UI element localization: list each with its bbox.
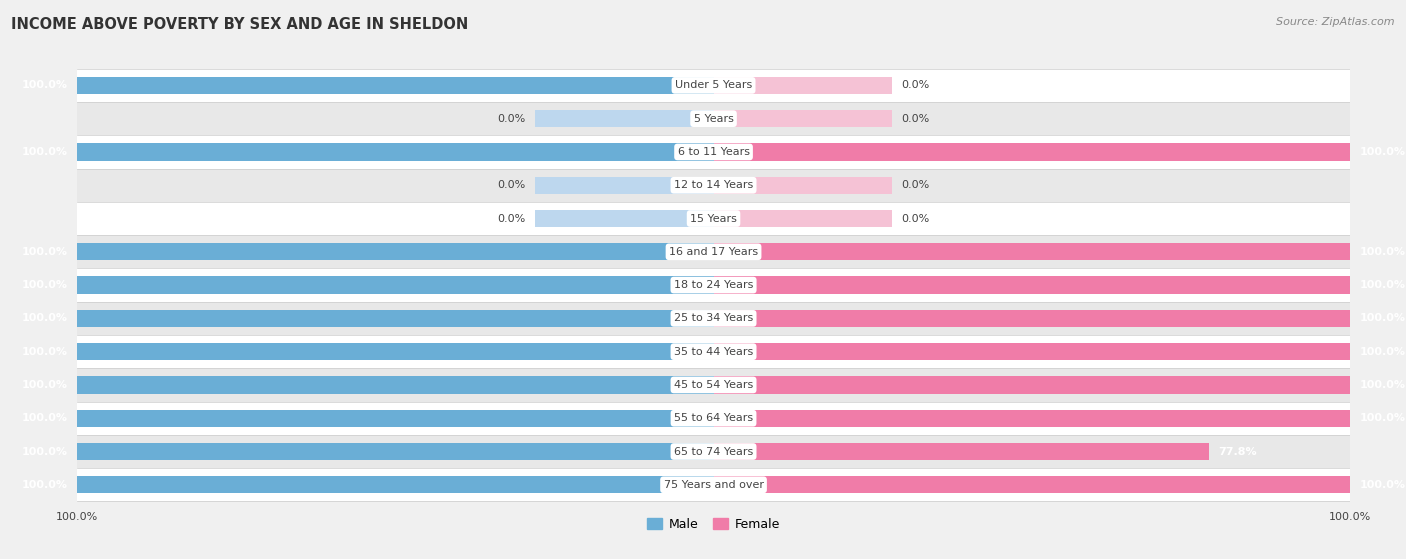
- Text: 45 to 54 Years: 45 to 54 Years: [673, 380, 754, 390]
- Text: 100.0%: 100.0%: [1360, 413, 1406, 423]
- Text: 15 Years: 15 Years: [690, 214, 737, 224]
- Text: 100.0%: 100.0%: [21, 280, 67, 290]
- Text: 100.0%: 100.0%: [1360, 480, 1406, 490]
- Bar: [536, 110, 714, 127]
- Bar: [714, 310, 1350, 327]
- Text: 5 Years: 5 Years: [693, 113, 734, 124]
- Bar: [77, 135, 1350, 169]
- Text: 0.0%: 0.0%: [498, 180, 526, 190]
- Bar: [77, 202, 1350, 235]
- Text: 100.0%: 100.0%: [1360, 380, 1406, 390]
- Text: 35 to 44 Years: 35 to 44 Years: [673, 347, 754, 357]
- Bar: [714, 410, 1350, 427]
- Bar: [77, 368, 1350, 401]
- Bar: [714, 177, 891, 194]
- Text: 100.0%: 100.0%: [21, 80, 67, 91]
- Text: 65 to 74 Years: 65 to 74 Years: [673, 447, 754, 457]
- Text: INCOME ABOVE POVERTY BY SEX AND AGE IN SHELDON: INCOME ABOVE POVERTY BY SEX AND AGE IN S…: [11, 17, 468, 32]
- Legend: Male, Female: Male, Female: [643, 513, 785, 536]
- Text: 6 to 11 Years: 6 to 11 Years: [678, 147, 749, 157]
- Bar: [536, 210, 714, 227]
- Text: 100.0%: 100.0%: [21, 347, 67, 357]
- Text: Source: ZipAtlas.com: Source: ZipAtlas.com: [1277, 17, 1395, 27]
- Text: 100.0%: 100.0%: [21, 480, 67, 490]
- Text: 0.0%: 0.0%: [901, 180, 929, 190]
- Bar: [714, 443, 1209, 460]
- Text: 100.0%: 100.0%: [21, 413, 67, 423]
- Text: 100.0%: 100.0%: [1360, 347, 1406, 357]
- Bar: [714, 277, 1350, 293]
- Bar: [77, 143, 714, 160]
- Bar: [714, 476, 1350, 494]
- Bar: [77, 376, 714, 394]
- Text: 0.0%: 0.0%: [901, 80, 929, 91]
- Bar: [77, 343, 714, 361]
- Text: 77.8%: 77.8%: [1218, 447, 1257, 457]
- Bar: [714, 376, 1350, 394]
- Text: 12 to 14 Years: 12 to 14 Years: [673, 180, 754, 190]
- Text: 0.0%: 0.0%: [901, 113, 929, 124]
- Text: 100.0%: 100.0%: [21, 314, 67, 323]
- Bar: [77, 410, 714, 427]
- Bar: [77, 443, 714, 460]
- Bar: [77, 476, 714, 494]
- Bar: [77, 310, 714, 327]
- Text: 100.0%: 100.0%: [21, 147, 67, 157]
- Text: 100.0%: 100.0%: [1360, 247, 1406, 257]
- Text: 18 to 24 Years: 18 to 24 Years: [673, 280, 754, 290]
- Bar: [77, 401, 1350, 435]
- Bar: [77, 243, 714, 260]
- Bar: [77, 468, 1350, 501]
- Bar: [77, 435, 1350, 468]
- Bar: [714, 77, 891, 94]
- Text: 55 to 64 Years: 55 to 64 Years: [673, 413, 754, 423]
- Bar: [714, 243, 1350, 260]
- Text: 100.0%: 100.0%: [21, 447, 67, 457]
- Bar: [77, 235, 1350, 268]
- Text: 100.0%: 100.0%: [1360, 280, 1406, 290]
- Bar: [536, 177, 714, 194]
- Text: 100.0%: 100.0%: [21, 380, 67, 390]
- Text: 100.0%: 100.0%: [21, 247, 67, 257]
- Text: 0.0%: 0.0%: [498, 113, 526, 124]
- Bar: [77, 169, 1350, 202]
- Text: 75 Years and over: 75 Years and over: [664, 480, 763, 490]
- Bar: [77, 69, 1350, 102]
- Bar: [714, 210, 891, 227]
- Bar: [77, 335, 1350, 368]
- Text: 0.0%: 0.0%: [498, 214, 526, 224]
- Text: Under 5 Years: Under 5 Years: [675, 80, 752, 91]
- Text: 25 to 34 Years: 25 to 34 Years: [673, 314, 754, 323]
- Text: 16 and 17 Years: 16 and 17 Years: [669, 247, 758, 257]
- Text: 100.0%: 100.0%: [1360, 314, 1406, 323]
- Bar: [77, 102, 1350, 135]
- Bar: [714, 110, 891, 127]
- Text: 0.0%: 0.0%: [901, 214, 929, 224]
- Bar: [714, 343, 1350, 361]
- Bar: [714, 143, 1350, 160]
- Bar: [77, 302, 1350, 335]
- Bar: [77, 77, 714, 94]
- Text: 100.0%: 100.0%: [1360, 147, 1406, 157]
- Bar: [77, 277, 714, 293]
- Bar: [77, 268, 1350, 302]
